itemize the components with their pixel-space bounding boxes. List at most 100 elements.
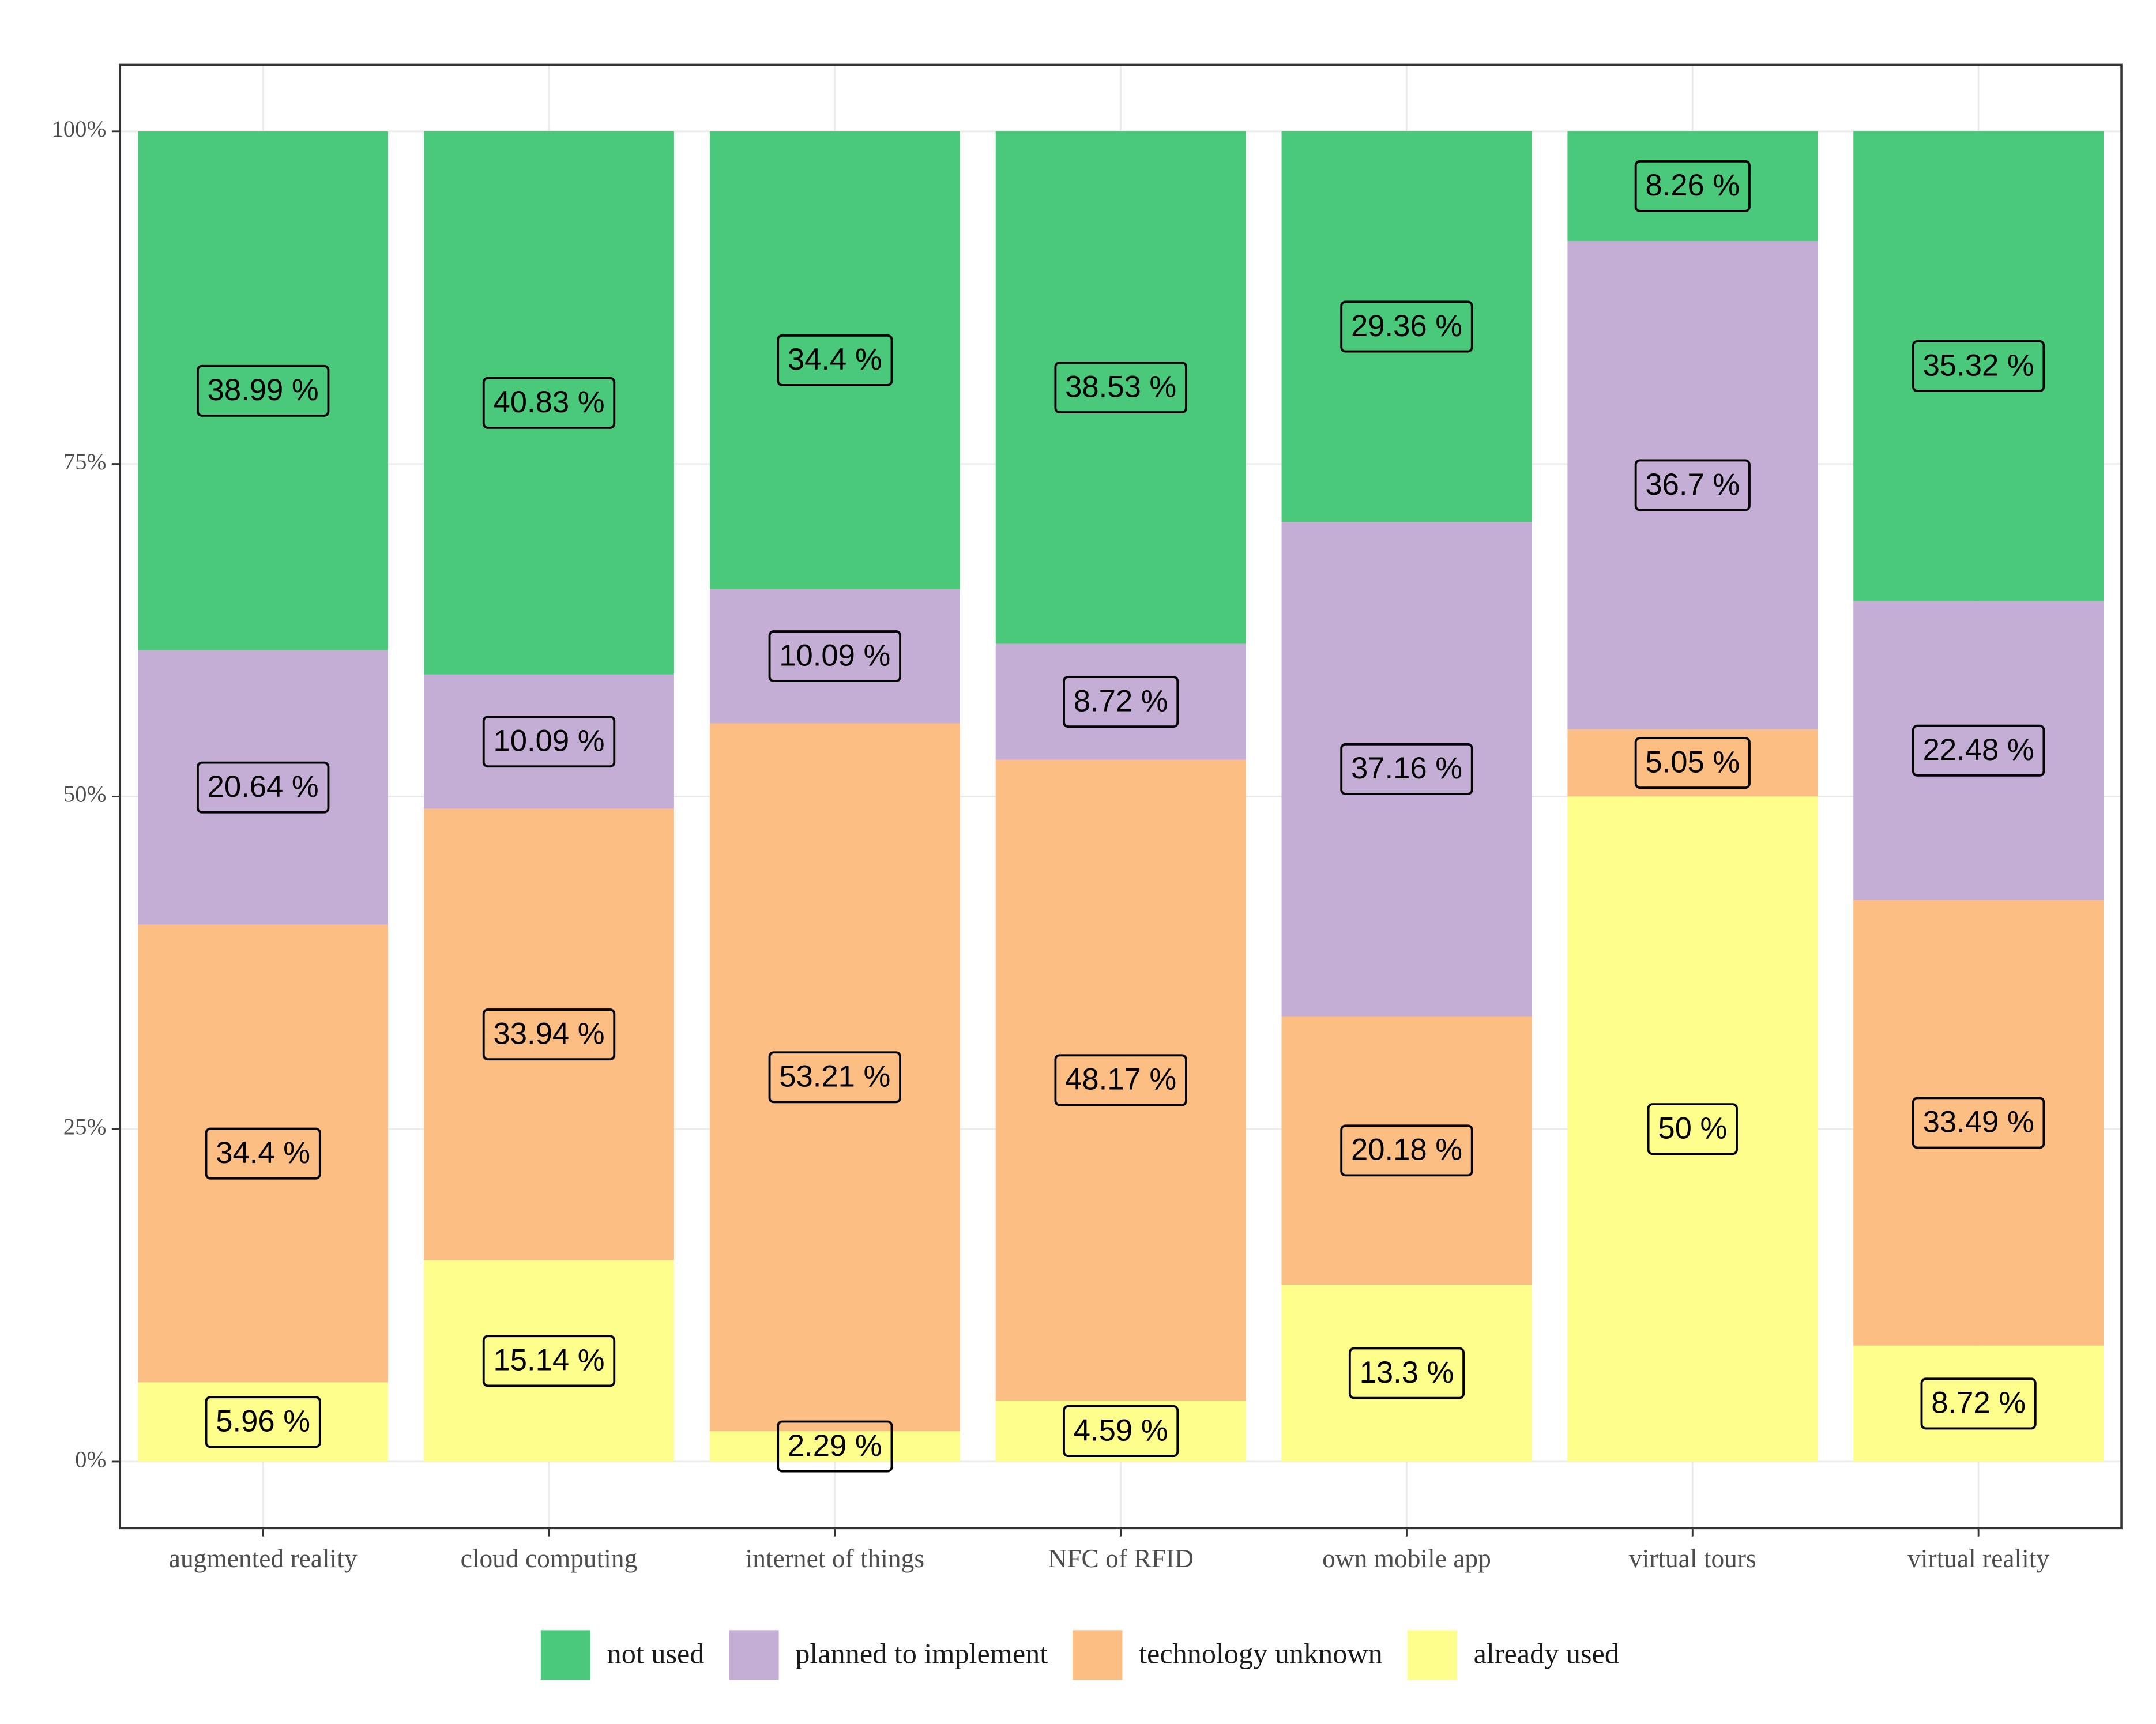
legend-swatch: [729, 1630, 779, 1680]
data-label: 29.36 %: [1351, 309, 1462, 343]
data-label: 40.83 %: [493, 385, 604, 419]
bar-segment: [709, 589, 960, 724]
y-tick-label: 100%: [51, 116, 106, 142]
bar-segment: [138, 924, 389, 1383]
data-label-box: [1634, 160, 1751, 212]
data-label-box: [482, 1335, 616, 1387]
data-label: 20.64 %: [208, 770, 319, 804]
bar-segment: [424, 1260, 674, 1462]
data-label: 53.21 %: [779, 1060, 890, 1094]
data-label-box: [205, 1127, 321, 1180]
bar-segment: [1567, 796, 1818, 1462]
data-label: 50 %: [1658, 1111, 1727, 1145]
data-label-box: [1340, 1124, 1473, 1177]
data-label: 33.49 %: [1923, 1105, 2034, 1139]
data-label-box: [768, 630, 902, 683]
data-label-box: [1912, 724, 2045, 777]
data-label-box: [196, 761, 330, 814]
data-label: 10.09 %: [493, 724, 604, 758]
y-tick-label: 50%: [63, 781, 107, 807]
data-label: 36.7 %: [1645, 468, 1740, 502]
data-label-box: [1920, 1377, 2037, 1430]
bar-segment: [995, 1401, 1246, 1462]
bar-segment: [1281, 522, 1532, 1017]
bar-segment: [1281, 131, 1532, 522]
legend-label: technology unknown: [1139, 1637, 1383, 1669]
bar-segment: [138, 131, 389, 650]
bar-segment: [995, 759, 1246, 1401]
bar-segment: [995, 131, 1246, 644]
bar-segment: [1281, 1285, 1532, 1462]
data-label: 34.4 %: [788, 342, 882, 377]
data-label-box: [205, 1396, 321, 1448]
legend-swatch: [1407, 1630, 1457, 1680]
data-label-box: [777, 1420, 893, 1473]
y-tick-label: 25%: [63, 1114, 107, 1140]
data-label: 34.4 %: [216, 1136, 310, 1170]
bars: [138, 131, 2104, 1462]
legend-swatch: [540, 1630, 590, 1680]
bar-segment: [709, 723, 960, 1432]
legend-label: planned to implement: [795, 1637, 1048, 1669]
bar-segment: [709, 1431, 960, 1462]
y-tick-label: 75%: [63, 449, 107, 475]
data-label: 48.17 %: [1065, 1063, 1176, 1097]
data-label-box: [1340, 300, 1473, 353]
data-label-box: [1340, 743, 1473, 795]
data-label-box: [777, 334, 893, 386]
bar-segment: [138, 650, 389, 925]
data-label-box: [482, 377, 616, 429]
data-label-box: [196, 364, 330, 417]
bar-segment: [1567, 729, 1818, 797]
bar-segment: [424, 808, 674, 1260]
data-label-box: [1634, 459, 1751, 511]
data-label-box: [1348, 1347, 1465, 1399]
data-label: 5.96 %: [216, 1405, 310, 1439]
y-tick-label: 0%: [75, 1446, 106, 1472]
bar-segment: [1567, 131, 1818, 242]
data-label: 2.29 %: [788, 1429, 882, 1463]
x-tick-label: internet of things: [746, 1544, 924, 1573]
data-labels: 5.96 % 34.4 % 20.64 % 38.99 % 15.14 % 33.94 %…: [196, 160, 2045, 1473]
bar-segment: [709, 131, 960, 589]
data-label: 38.99 %: [208, 373, 319, 407]
data-label: 37.16 %: [1351, 751, 1462, 785]
legend-label: not used: [607, 1637, 705, 1669]
legend: not used planned to implement technology u…: [540, 1630, 1619, 1680]
legend-swatch: [1073, 1630, 1123, 1680]
data-label: 35.32 %: [1923, 348, 2034, 382]
bar-segment: [1853, 601, 2104, 901]
data-label: 33.94 %: [493, 1017, 604, 1051]
data-label: 20.18 %: [1351, 1133, 1462, 1167]
bar-segment: [1567, 241, 1818, 729]
data-label: 22.48 %: [1923, 733, 2034, 767]
bar-segment: [424, 131, 674, 675]
bar-segment: [138, 1382, 389, 1462]
data-label-box: [482, 716, 616, 768]
x-tick-label: augmented reality: [169, 1544, 358, 1573]
axes: 0% 25% 50% 75% 100% augmented reality cloud co…: [51, 116, 2049, 1573]
bar-segment: [1853, 1345, 2104, 1462]
x-tick-label: cloud computing: [461, 1544, 638, 1573]
data-label: 38.53 %: [1065, 370, 1176, 404]
data-label-box: [1912, 340, 2045, 392]
data-label-box: [1634, 737, 1751, 789]
data-label: 13.3 %: [1360, 1356, 1454, 1390]
data-label: 8.26 %: [1645, 168, 1740, 202]
data-label-box: [1054, 1054, 1187, 1106]
data-label-box: [768, 1051, 902, 1104]
x-tick-label: virtual tours: [1629, 1544, 1756, 1573]
bar-segment: [1853, 131, 2104, 601]
bar-segment: [424, 674, 674, 809]
x-tick-label: own mobile app: [1322, 1544, 1491, 1573]
data-label-box: [1054, 362, 1187, 414]
data-label-box: [1063, 676, 1179, 728]
data-label: 15.14 %: [493, 1343, 604, 1377]
legend-label: already used: [1474, 1637, 1619, 1669]
data-label: 8.72 %: [1931, 1386, 2026, 1420]
data-label: 10.09 %: [779, 638, 890, 672]
x-tick-label: virtual reality: [1907, 1544, 2049, 1573]
x-tick-label: NFC of RFID: [1048, 1544, 1193, 1573]
